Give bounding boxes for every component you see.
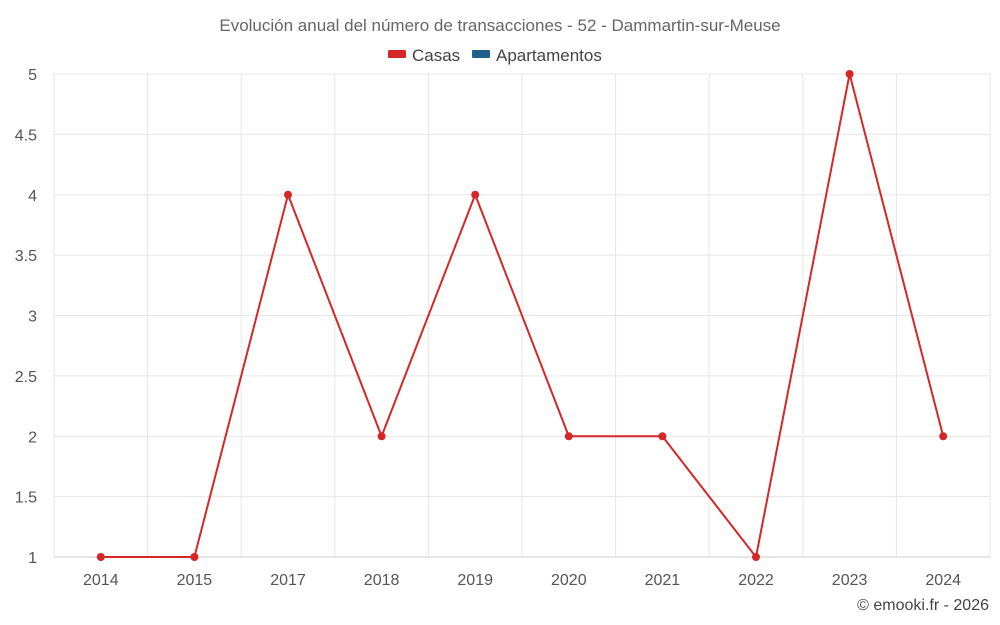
x-tick-label: 2017: [270, 572, 306, 589]
data-point-2014[interactable]: [96, 553, 105, 561]
data-point-2021[interactable]: [658, 432, 667, 441]
x-tick-label: 2021: [645, 572, 681, 589]
legend-label-apartamentos: Apartamentos: [496, 46, 602, 65]
x-axis-ticks: 2014 2015 2017 2018 2019 2020 2021 2022 2023 2024: [83, 572, 961, 589]
y-axis-ticks: 1 1.5 2 2.5 3 3.5 4 4.5 5: [15, 67, 37, 567]
legend[interactable]: Casas Apartamentos: [388, 46, 602, 65]
data-point-2023[interactable]: [845, 70, 854, 78]
x-tick-label: 2014: [83, 572, 119, 589]
x-tick-label: 2019: [457, 572, 493, 589]
y-tick-label: 2.5: [15, 369, 37, 386]
legend-item-apartamentos[interactable]: Apartamentos: [472, 46, 602, 65]
series-casas: [96, 70, 948, 561]
data-point-2022[interactable]: [752, 553, 760, 561]
data-point-2018[interactable]: [377, 432, 386, 441]
x-tick-label: 2015: [177, 572, 213, 589]
y-tick-label: 1: [28, 550, 37, 567]
y-tick-label: 1.5: [15, 490, 37, 507]
x-tick-label: 2020: [551, 572, 587, 589]
x-tick-label: 2022: [738, 572, 774, 589]
y-tick-label: 4.5: [15, 127, 37, 144]
y-tick-label: 5: [28, 67, 37, 84]
y-tick-label: 3: [28, 309, 37, 326]
y-tick-label: 2: [28, 429, 37, 446]
data-point-2019[interactable]: [471, 190, 480, 199]
x-tick-label: 2024: [925, 572, 961, 589]
legend-swatch-apartamentos: [472, 50, 490, 58]
y-tick-label: 4: [28, 188, 37, 205]
x-tick-label: 2018: [364, 572, 400, 589]
data-point-2024[interactable]: [939, 432, 948, 441]
y-tick-label: 3.5: [15, 248, 37, 265]
legend-swatch-casas: [388, 50, 406, 58]
legend-label-casas: Casas: [412, 46, 460, 65]
series-line-casas: [100, 73, 945, 558]
data-point-2015[interactable]: [190, 553, 199, 561]
credit-text: © emooki.fr - 2026: [857, 597, 989, 614]
chart-title: Evolución anual del número de transaccio…: [219, 16, 780, 35]
x-tick-label: 2023: [832, 572, 868, 589]
data-point-2020[interactable]: [564, 432, 573, 441]
data-point-2017[interactable]: [284, 190, 292, 199]
legend-item-casas[interactable]: Casas: [388, 46, 460, 65]
